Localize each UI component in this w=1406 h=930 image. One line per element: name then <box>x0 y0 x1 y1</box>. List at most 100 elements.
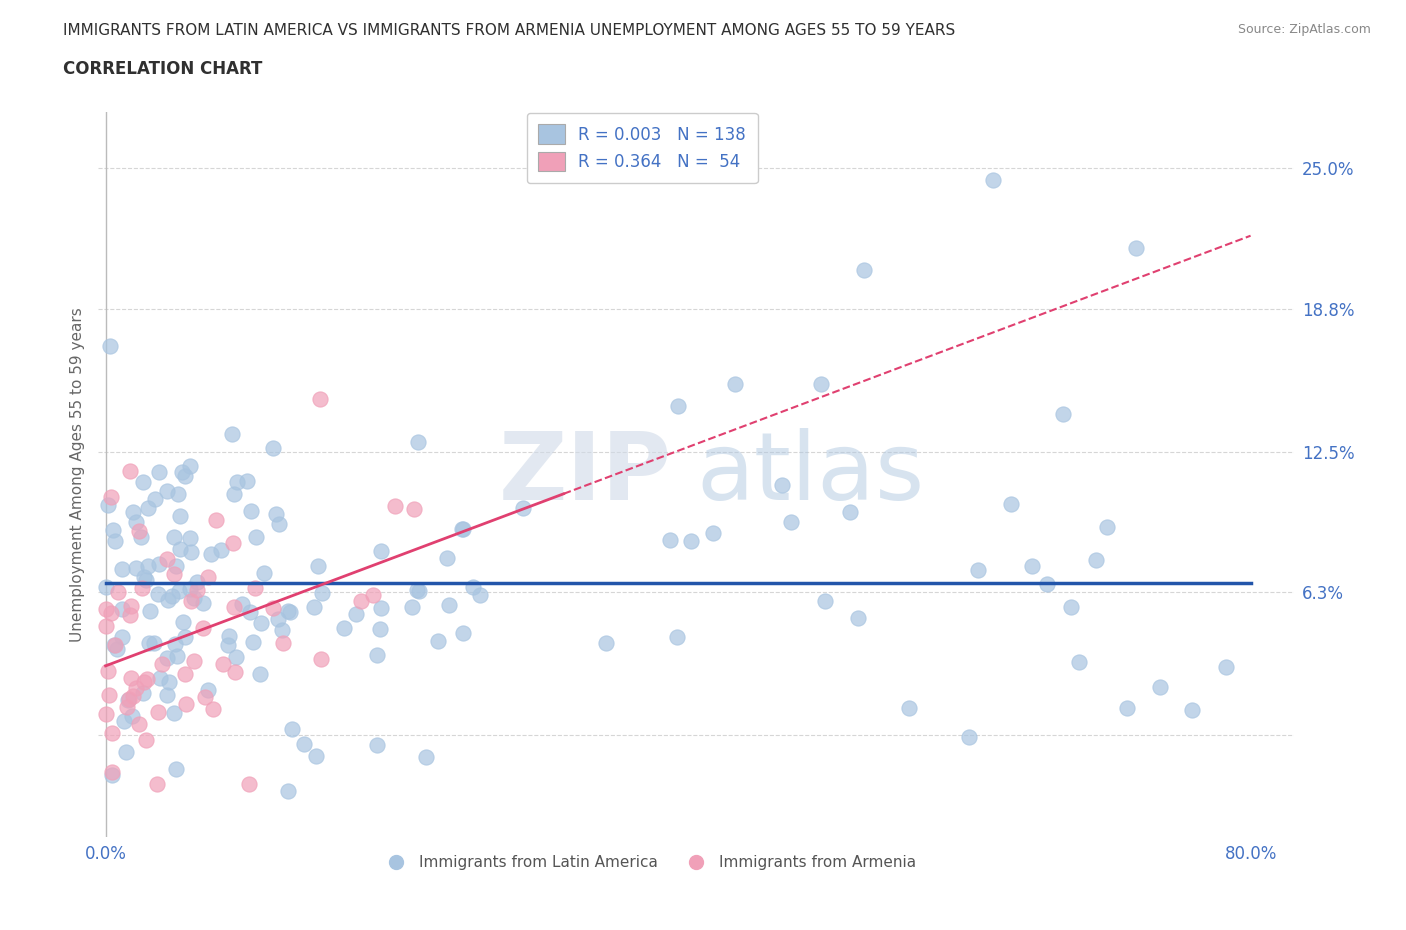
Point <box>162 706 184 721</box>
Point <box>436 551 458 565</box>
Point <box>191 596 214 611</box>
Point <box>94 602 117 617</box>
Point <box>450 522 472 537</box>
Point <box>368 621 391 636</box>
Point <box>1215 659 1237 674</box>
Point <box>111 630 134 644</box>
Point <box>1181 703 1204 718</box>
Point <box>156 484 179 498</box>
Point <box>1036 577 1059 591</box>
Point <box>305 749 328 764</box>
Point <box>131 475 153 490</box>
Point <box>156 650 179 665</box>
Point <box>967 563 990 578</box>
Point <box>97 498 120 512</box>
Point <box>157 674 180 689</box>
Point <box>128 524 150 538</box>
Point <box>453 522 475 537</box>
Point <box>186 575 208 590</box>
Point <box>302 600 325 615</box>
Point <box>148 556 170 571</box>
Point <box>120 671 142 685</box>
Point <box>169 509 191 524</box>
Point <box>128 716 150 731</box>
Point <box>142 635 165 650</box>
Point <box>117 693 139 708</box>
Point <box>225 649 247 664</box>
Point <box>169 541 191 556</box>
Point <box>115 699 138 714</box>
Point <box>453 625 475 640</box>
Point <box>212 657 235 671</box>
Point <box>245 530 267 545</box>
Point <box>406 583 429 598</box>
Point <box>271 623 294 638</box>
Text: CORRELATION CHART: CORRELATION CHART <box>63 60 263 78</box>
Point <box>135 572 157 587</box>
Point <box>124 514 146 529</box>
Point <box>262 601 284 616</box>
Point <box>243 580 266 595</box>
Point <box>121 709 143 724</box>
Point <box>266 507 288 522</box>
Point <box>838 504 860 519</box>
Point <box>666 630 689 644</box>
Point <box>370 601 392 616</box>
Point <box>201 701 224 716</box>
Point <box>186 582 208 597</box>
Point <box>724 377 747 392</box>
Point <box>163 637 186 652</box>
Point <box>104 534 127 549</box>
Point <box>281 722 304 737</box>
Point <box>350 593 373 608</box>
Point <box>702 526 724 541</box>
Point <box>267 612 290 627</box>
Point <box>957 730 980 745</box>
Point <box>810 377 832 392</box>
Point <box>135 671 157 686</box>
Text: Source: ZipAtlas.com: Source: ZipAtlas.com <box>1237 23 1371 36</box>
Point <box>111 602 134 617</box>
Point <box>139 604 162 618</box>
Point <box>103 523 125 538</box>
Point <box>311 586 333 601</box>
Point <box>197 683 219 698</box>
Point <box>404 501 426 516</box>
Point <box>1067 655 1090 670</box>
Point <box>217 637 239 652</box>
Point <box>204 512 226 527</box>
Point <box>150 657 173 671</box>
Point <box>415 750 437 764</box>
Point <box>666 399 689 414</box>
Point <box>118 464 141 479</box>
Point <box>384 498 406 513</box>
Point <box>145 491 167 506</box>
Point <box>239 604 262 619</box>
Legend: Immigrants from Latin America, Immigrants from Armenia: Immigrants from Latin America, Immigrant… <box>374 849 922 876</box>
Point <box>183 591 205 605</box>
Point <box>1084 552 1107 567</box>
Point <box>125 560 148 575</box>
Point <box>236 473 259 488</box>
Point <box>180 544 202 559</box>
Point <box>163 530 186 545</box>
Point <box>226 474 249 489</box>
Point <box>277 604 299 618</box>
Point <box>172 615 194 630</box>
Point <box>595 635 617 650</box>
Point <box>160 589 183 604</box>
Point <box>174 630 197 644</box>
Point <box>138 636 160 651</box>
Point <box>249 616 271 631</box>
Point <box>103 637 125 652</box>
Point <box>165 762 187 777</box>
Point <box>846 611 869 626</box>
Point <box>96 707 118 722</box>
Point <box>224 486 246 501</box>
Text: atlas: atlas <box>696 429 924 520</box>
Point <box>103 638 125 653</box>
Point <box>96 618 118 633</box>
Point <box>333 621 356 636</box>
Point <box>174 667 197 682</box>
Point <box>179 531 201 546</box>
